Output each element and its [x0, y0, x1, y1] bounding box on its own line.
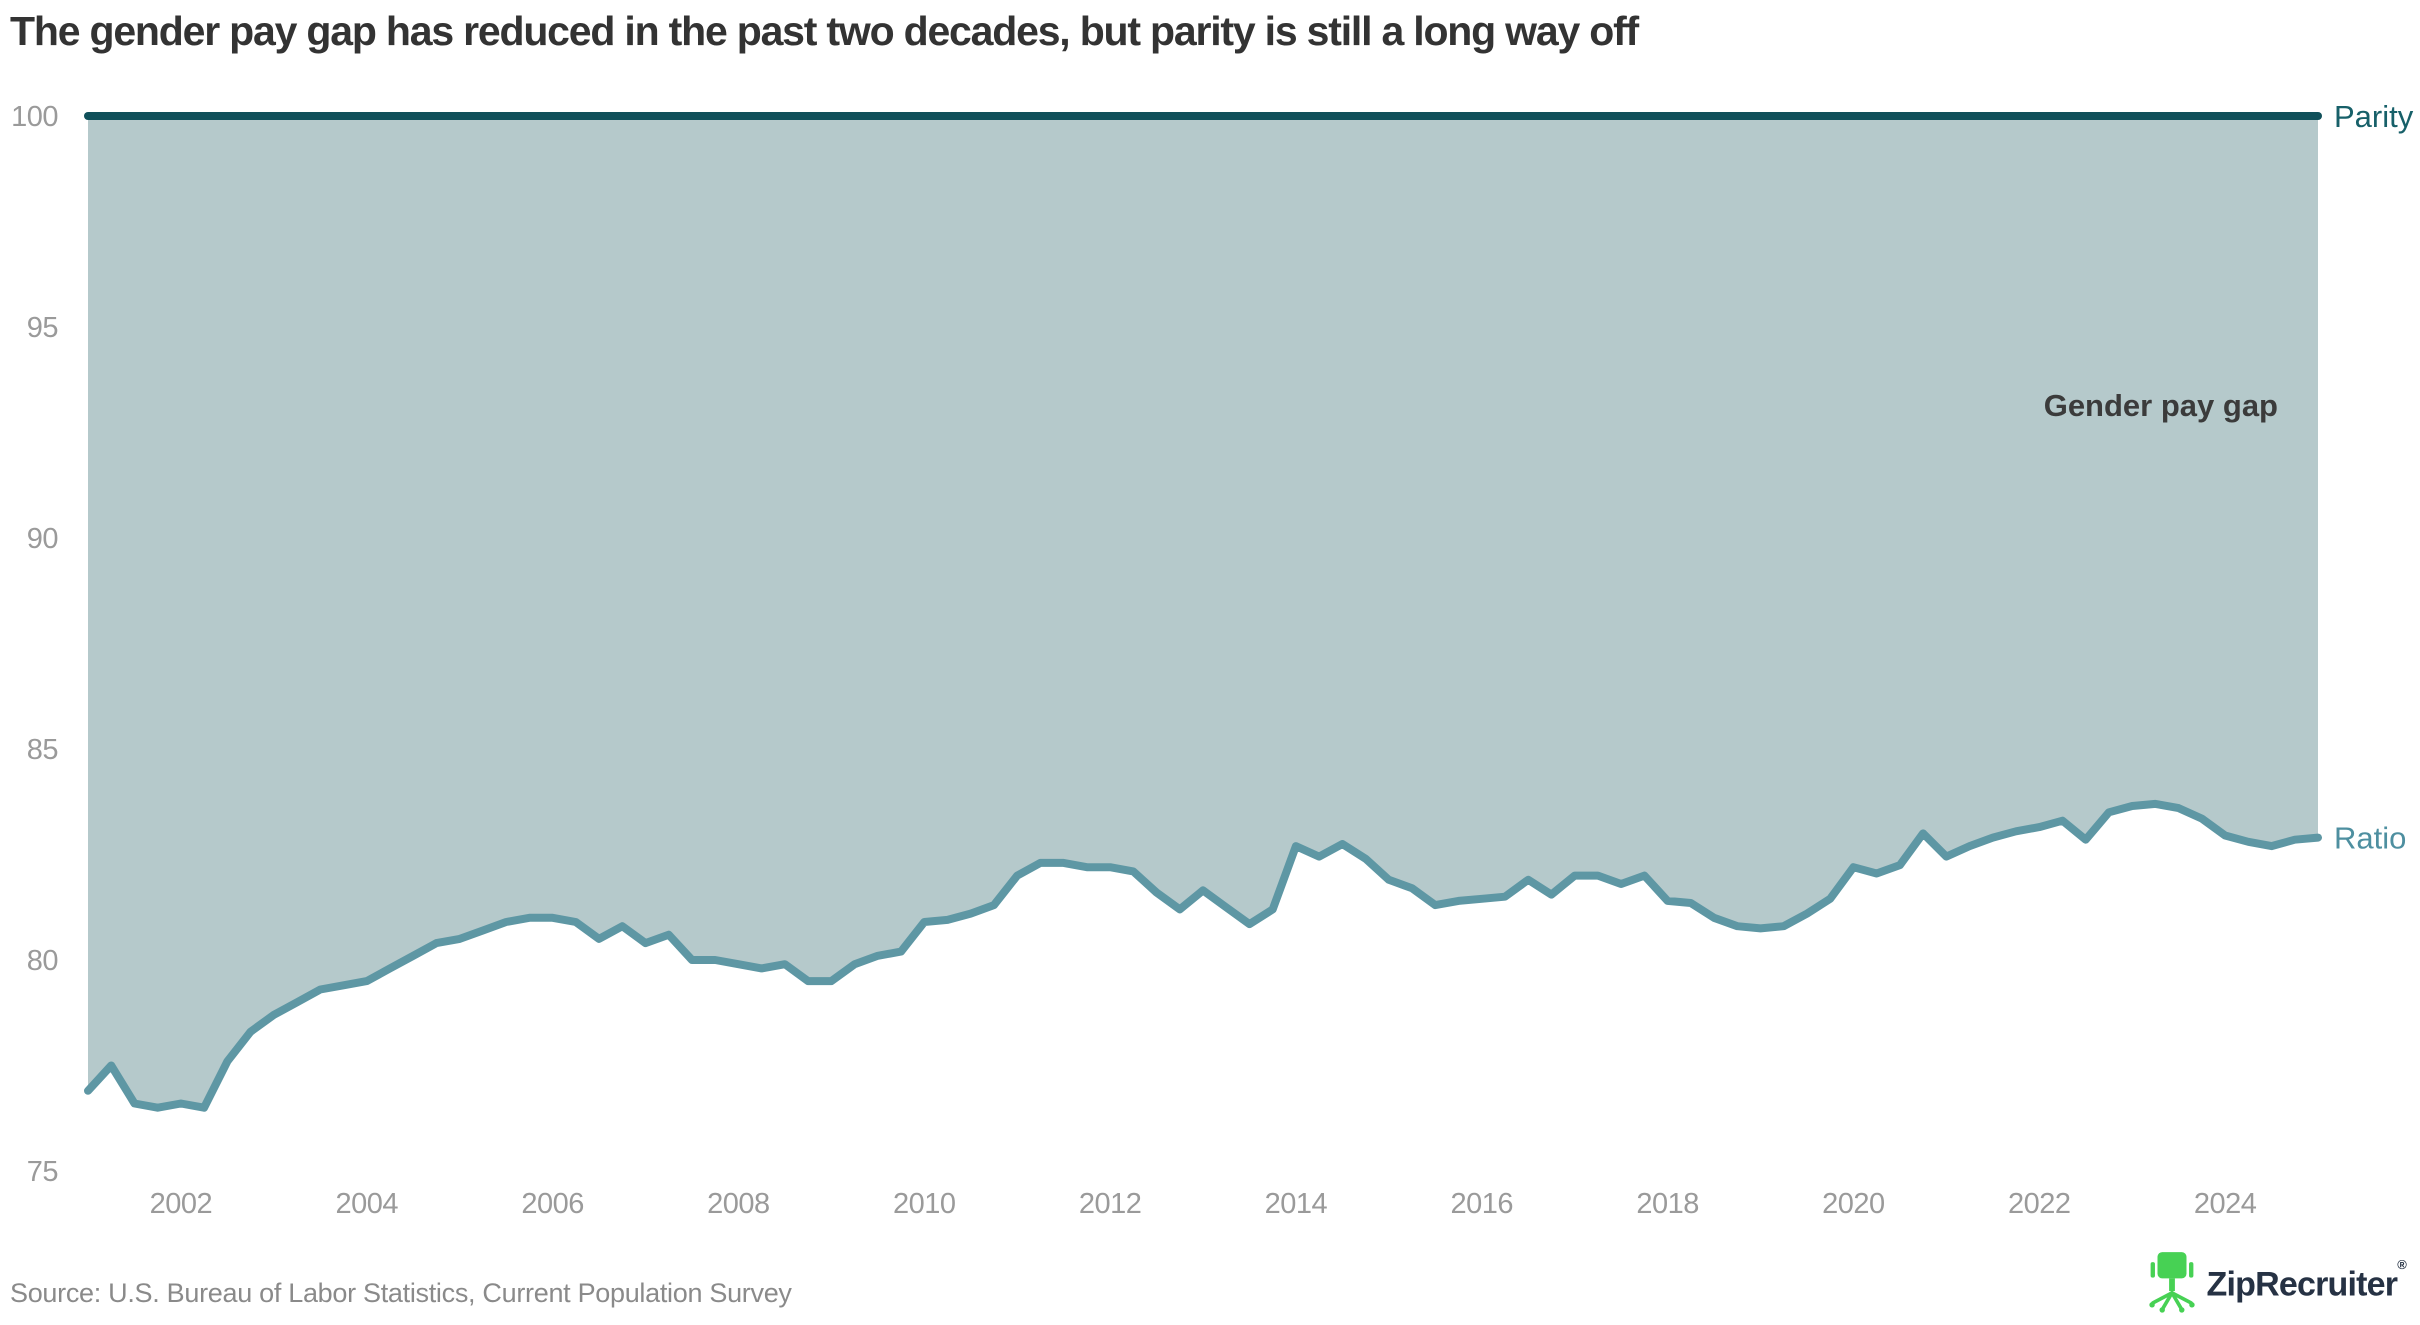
- ratio-line: [84, 799, 2322, 1112]
- y-tick-label: 100: [11, 101, 58, 133]
- x-tick-label: 2020: [1822, 1188, 1885, 1220]
- y-tick-label: 95: [27, 312, 58, 344]
- x-tick-label: 2010: [893, 1188, 956, 1220]
- gender-pay-gap-label: Gender pay gap: [2044, 388, 2278, 423]
- x-tick-label: 2006: [521, 1188, 584, 1220]
- office-chair-icon: [2148, 1251, 2195, 1313]
- y-tick-label: 90: [27, 523, 58, 555]
- x-tick-label: 2012: [1079, 1188, 1142, 1220]
- x-tick-label: 2022: [2008, 1188, 2071, 1220]
- source-note: Source: U.S. Bureau of Labor Statistics,…: [10, 1278, 792, 1308]
- y-tick-label: 80: [27, 945, 58, 977]
- x-tick-label: 2018: [1636, 1188, 1699, 1220]
- x-tick-label: 2002: [150, 1188, 213, 1220]
- ratio-label: Ratio: [2334, 821, 2406, 856]
- parity-label: Parity: [2334, 99, 2414, 134]
- gender-pay-gap-area: [88, 116, 2318, 1108]
- ziprecruiter-logo: ZipRecruiter®: [2143, 1248, 2407, 1315]
- chart-title: The gender pay gap has reduced in the pa…: [10, 8, 1639, 54]
- y-tick-label: 85: [27, 734, 58, 766]
- registered-mark: ®: [2397, 1257, 2407, 1272]
- logo-wordmark: ZipRecruiter®: [2206, 1257, 2407, 1304]
- x-tick-label: 2016: [1450, 1188, 1513, 1220]
- x-tick-label: 2024: [2194, 1188, 2257, 1220]
- x-tick-label: 2014: [1265, 1188, 1328, 1220]
- x-tick-label: 2004: [335, 1188, 398, 1220]
- x-tick-label: 2008: [707, 1188, 770, 1220]
- y-tick-label: 75: [27, 1156, 58, 1188]
